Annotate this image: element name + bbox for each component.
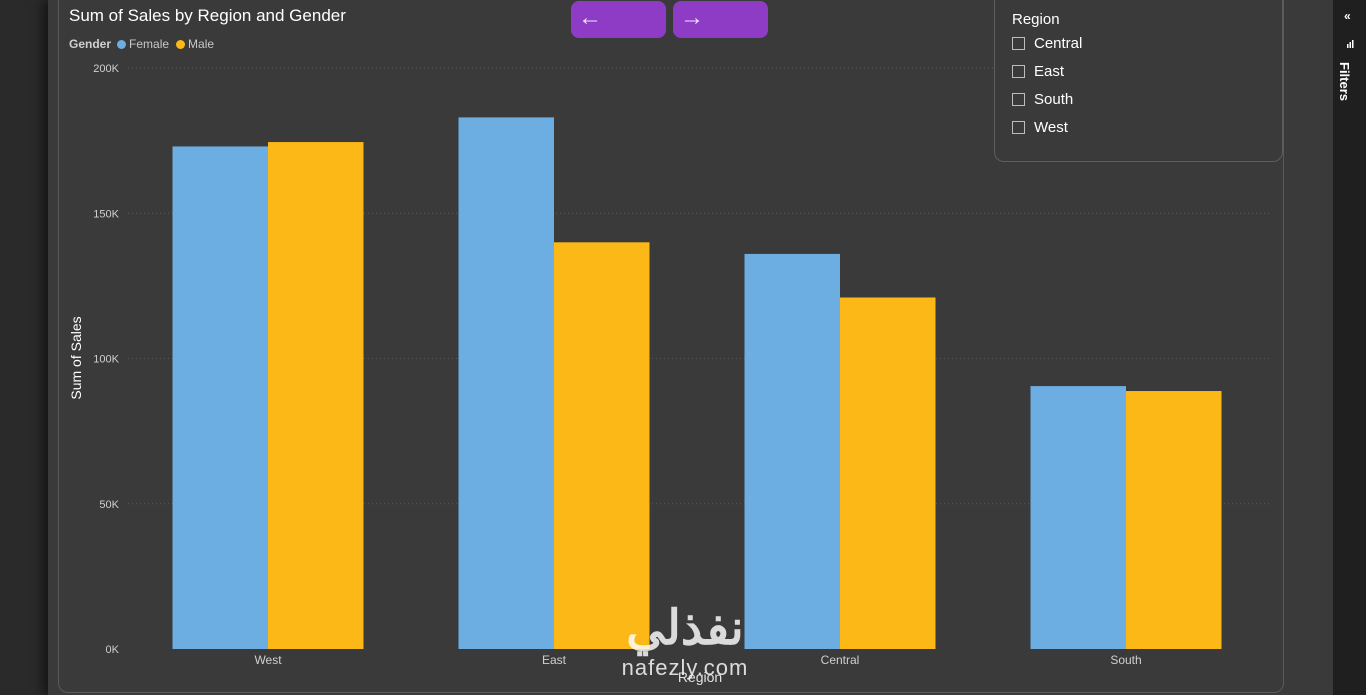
y-tick-label: 0K	[106, 644, 120, 656]
slicer-item-central[interactable]: Central	[1012, 35, 1082, 52]
legend-item-female[interactable]: Female	[117, 37, 169, 51]
slicer-item-south[interactable]: South	[1012, 91, 1073, 108]
watermark-text: nafezly.com	[621, 655, 749, 680]
y-tick-label: 200K	[93, 63, 119, 75]
x-tick-label: Central	[821, 653, 860, 667]
filters-label: Filters	[1337, 62, 1352, 102]
checkbox[interactable]	[1012, 93, 1025, 106]
slicer-title: Region	[1012, 11, 1060, 28]
y-tick-label: 150K	[93, 208, 119, 220]
legend-item-male[interactable]: Male	[176, 37, 214, 51]
region-slicer: Region Central East South West	[994, 0, 1283, 162]
legend-title: Gender	[69, 37, 112, 51]
x-tick-label: South	[1110, 653, 1141, 667]
filters-pane[interactable]: « Filters	[1333, 0, 1366, 695]
watermark-logo: نفذلي nafezly.com	[600, 603, 770, 693]
bar-male-south	[1126, 391, 1222, 649]
checkbox[interactable]	[1012, 121, 1025, 134]
back-button[interactable]: ←	[571, 1, 666, 38]
forward-button[interactable]: →	[673, 1, 768, 38]
chevron-double-left-icon[interactable]: «	[1344, 9, 1351, 23]
bar-female-west	[172, 146, 268, 649]
checkbox[interactable]	[1012, 37, 1025, 50]
x-axis-title: Region	[678, 669, 722, 685]
legend-female-label: Female	[129, 37, 170, 51]
slicer-item-label: Central	[1034, 35, 1083, 52]
filter-icon	[1347, 40, 1354, 48]
bar-female-east	[458, 117, 554, 649]
checkbox[interactable]	[1012, 65, 1025, 78]
bar-female-south	[1030, 386, 1126, 649]
chart-visual-frame[interactable]	[58, 0, 1284, 693]
bar-male-east	[554, 242, 650, 650]
slicer-item-east[interactable]: East	[1012, 63, 1064, 80]
legend-male-label: Male	[188, 37, 215, 51]
y-tick-label: 50K	[99, 499, 119, 511]
arrow-left-icon: ←	[578, 4, 602, 31]
chart-title: Sum of Sales by Region and Gender	[69, 6, 346, 25]
y-tick-label: 100K	[93, 354, 119, 366]
slicer-item-label: East	[1034, 63, 1065, 80]
slicer-item-label: South	[1034, 91, 1074, 108]
x-tick-label: East	[542, 653, 567, 667]
y-axis-title: Sum of Sales	[68, 316, 84, 399]
bar-male-west	[268, 142, 364, 649]
slicer-item-label: West	[1034, 119, 1068, 136]
chart-legend: Gender Female Male	[69, 37, 221, 51]
arrow-right-icon: →	[680, 4, 704, 31]
bar-male-central	[840, 297, 936, 649]
legend-male-dot	[176, 39, 186, 49]
watermark-arabic-text: نفذلي	[626, 602, 744, 655]
bar-female-central	[744, 253, 840, 650]
x-tick-label: West	[254, 653, 282, 667]
slicer-item-west[interactable]: West	[1012, 119, 1068, 136]
legend-female-dot	[117, 39, 127, 49]
